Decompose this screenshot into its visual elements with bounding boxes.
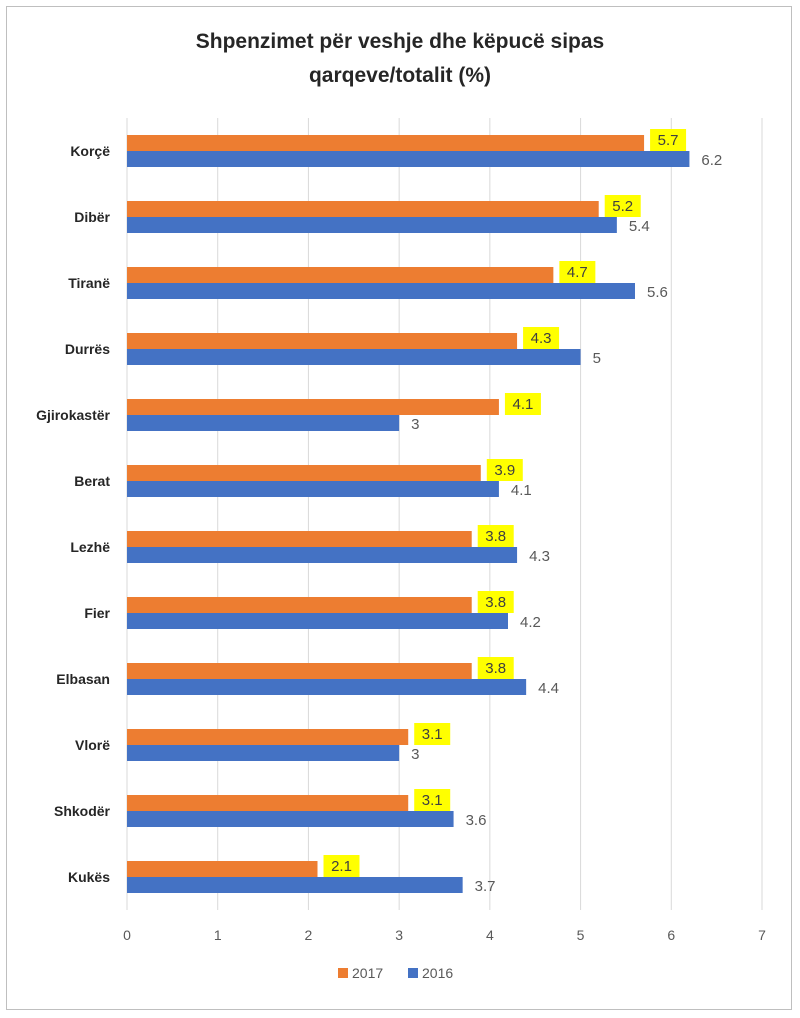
data-label-highlight	[559, 261, 596, 283]
bar-2016	[127, 877, 463, 893]
legend-swatch-2017	[338, 968, 348, 978]
bar-2017	[127, 597, 472, 613]
data-label-2017: 3.8	[485, 528, 506, 545]
data-label-2017: 3.1	[422, 792, 443, 809]
category-label: Gjirokastër	[36, 407, 110, 423]
data-label-2016: 5.6	[647, 284, 668, 301]
x-tick-label: 1	[214, 927, 222, 943]
category-label: Korçë	[70, 143, 110, 159]
x-tick-label: 0	[123, 927, 131, 943]
bar-2017	[127, 135, 645, 151]
category-label: Durrës	[65, 341, 110, 357]
bar-2017	[127, 267, 554, 283]
data-label-2017: 5.2	[612, 198, 633, 215]
x-tick-label: 5	[577, 927, 585, 943]
bar-2016	[127, 547, 518, 563]
bar-2017	[127, 201, 599, 217]
data-label-highlight	[650, 129, 687, 151]
bar-2017	[127, 861, 318, 877]
x-tick-label: 4	[486, 927, 494, 943]
data-label-2016: 4.2	[520, 614, 541, 631]
category-label: Fier	[84, 605, 110, 621]
data-label-highlight	[414, 789, 451, 811]
data-label-2016: 5.4	[629, 218, 650, 235]
chart-title-line-1: Shpenzimet për veshje dhe këpucë sipas	[196, 30, 605, 53]
data-label-2017: 3.8	[485, 660, 506, 677]
chart-title-line-2: qarqeve/totalit (%)	[309, 64, 491, 87]
x-tick-label: 7	[758, 927, 766, 943]
data-label-2017: 4.3	[531, 330, 552, 347]
data-label-2017: 2.1	[331, 858, 352, 875]
legend-swatch-2016	[408, 968, 418, 978]
data-label-highlight	[504, 393, 541, 415]
data-label-highlight	[486, 459, 523, 481]
category-label: Shkodër	[54, 803, 111, 819]
data-label-2017: 4.7	[567, 264, 588, 281]
bar-2016	[127, 283, 635, 299]
data-label-2016: 6.2	[701, 152, 722, 169]
data-label-highlight	[477, 591, 514, 613]
data-label-highlight	[323, 855, 360, 877]
category-label: Dibër	[74, 209, 110, 225]
x-tick-label: 2	[305, 927, 313, 943]
data-label-2016: 5	[593, 350, 601, 367]
bar-2017	[127, 399, 499, 415]
category-label: Kukës	[68, 869, 110, 885]
bar-2016	[127, 217, 617, 233]
data-label-2016: 4.3	[529, 548, 550, 565]
legend: 2017 2016	[338, 965, 453, 981]
data-label-highlight	[477, 657, 514, 679]
data-label-2017: 3.9	[494, 462, 515, 479]
data-label-highlight	[604, 195, 641, 217]
category-label: Tiranë	[68, 275, 110, 291]
legend-label-2017: 2017	[352, 965, 383, 981]
bar-2016	[127, 745, 400, 761]
data-label-highlight	[523, 327, 560, 349]
data-label-highlight	[477, 525, 514, 547]
data-label-2017: 5.7	[658, 132, 679, 149]
x-tick-label: 3	[395, 927, 403, 943]
data-label-2016: 4.1	[511, 482, 532, 499]
data-label-2016: 4.4	[538, 680, 559, 697]
data-label-2017: 3.8	[485, 594, 506, 611]
bar-2016	[127, 481, 499, 497]
bar-2016	[127, 415, 400, 431]
category-label: Lezhë	[70, 539, 110, 555]
bar-2017	[127, 729, 409, 745]
bar-2017	[127, 663, 472, 679]
data-label-2017: 4.1	[512, 396, 533, 413]
category-label: Berat	[74, 473, 110, 489]
bar-2016	[127, 349, 581, 365]
category-label: Vlorë	[75, 737, 110, 753]
bar-2016	[127, 151, 690, 167]
bar-2017	[127, 795, 409, 811]
category-label: Elbasan	[56, 671, 110, 687]
data-label-2017: 3.1	[422, 726, 443, 743]
labels: 0 1 2 3 4 5 6 7 Korçë 6.2 5.7 Dibër 5.4 5.2 Tiranë 5.6 4…	[36, 129, 766, 943]
bar-2017	[127, 531, 472, 547]
bar-2016	[127, 613, 508, 629]
bars	[127, 135, 690, 893]
data-label-2016: 3.6	[466, 812, 487, 829]
bar-2017	[127, 333, 518, 349]
x-tick-label: 6	[667, 927, 675, 943]
data-label-2016: 3.7	[475, 878, 496, 895]
bar-2016	[127, 811, 454, 827]
data-label-2016: 3	[411, 746, 419, 763]
data-label-highlight	[414, 723, 451, 745]
legend-label-2016: 2016	[422, 965, 453, 981]
gridlines	[126, 118, 763, 910]
bar-2017	[127, 465, 481, 481]
data-label-2016: 3	[411, 416, 419, 433]
bar-2016	[127, 679, 527, 695]
